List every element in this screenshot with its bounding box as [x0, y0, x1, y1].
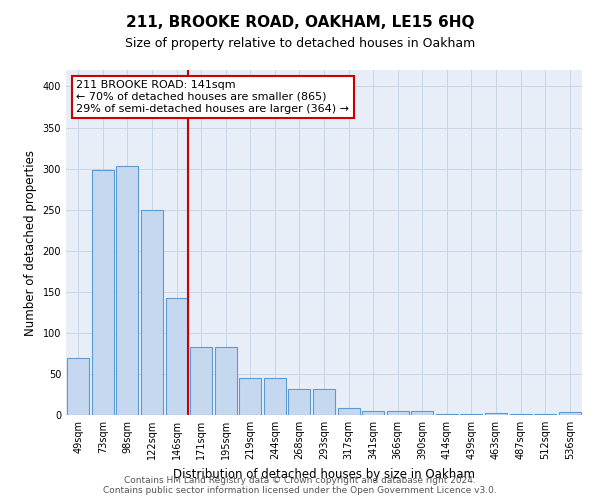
Text: 211 BROOKE ROAD: 141sqm
← 70% of detached houses are smaller (865)
29% of semi-d: 211 BROOKE ROAD: 141sqm ← 70% of detache… — [76, 80, 349, 114]
Bar — [313, 388, 335, 415]
Bar — [460, 414, 482, 415]
Text: Contains HM Land Registry data © Crown copyright and database right 2024.
Contai: Contains HM Land Registry data © Crown c… — [103, 476, 497, 495]
Text: 211, BROOKE ROAD, OAKHAM, LE15 6HQ: 211, BROOKE ROAD, OAKHAM, LE15 6HQ — [126, 15, 474, 30]
Y-axis label: Number of detached properties: Number of detached properties — [24, 150, 37, 336]
Bar — [141, 210, 163, 415]
Bar — [190, 347, 212, 415]
Bar — [166, 298, 188, 415]
Bar — [338, 408, 359, 415]
Bar — [509, 414, 532, 415]
Bar — [116, 166, 139, 415]
Bar — [215, 347, 237, 415]
Bar — [67, 358, 89, 415]
Bar — [239, 378, 262, 415]
Text: Size of property relative to detached houses in Oakham: Size of property relative to detached ho… — [125, 38, 475, 51]
X-axis label: Distribution of detached houses by size in Oakham: Distribution of detached houses by size … — [173, 468, 475, 480]
Bar — [92, 170, 114, 415]
Bar — [362, 411, 384, 415]
Bar — [289, 388, 310, 415]
Bar — [534, 414, 556, 415]
Bar — [436, 414, 458, 415]
Bar — [264, 378, 286, 415]
Bar — [386, 411, 409, 415]
Bar — [559, 412, 581, 415]
Bar — [485, 412, 507, 415]
Bar — [411, 411, 433, 415]
